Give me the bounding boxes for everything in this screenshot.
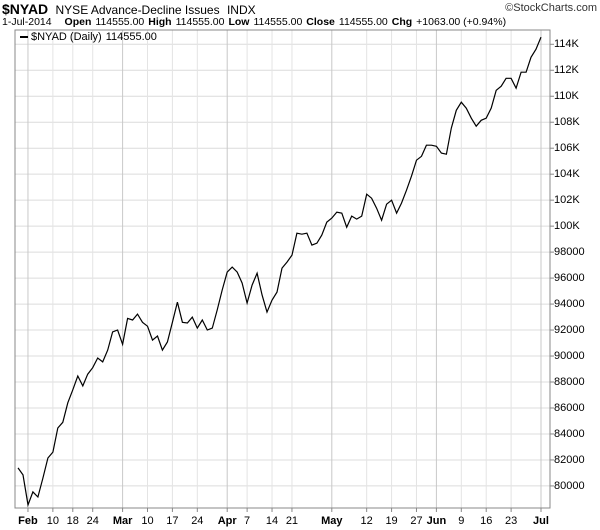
y-tick-label: 106K <box>554 142 580 154</box>
quote-value: 114555.00 <box>253 16 303 28</box>
y-tick-label: 110K <box>554 90 580 102</box>
quote-value: +1063.00 (+0.94%) <box>416 16 507 28</box>
x-tick-label: 7 <box>244 515 250 527</box>
x-tick-label: 16 <box>480 515 492 527</box>
legend-value: 114555.00 <box>106 31 157 43</box>
y-tick-label: 96000 <box>554 272 585 284</box>
y-tick-label: 80000 <box>554 480 585 492</box>
exchange: INDX <box>226 3 256 17</box>
y-tick-label: 108K <box>554 116 580 128</box>
quote-line: 1-Jul-2014 Open 114555.00 High 114555.00 Low… <box>2 16 510 28</box>
quote-label: Close <box>306 16 335 28</box>
x-tick-label: 12 <box>361 515 373 527</box>
y-tick-label: 90000 <box>554 350 585 362</box>
x-tick-label: 24 <box>87 515 99 527</box>
quote-label: Low <box>228 16 250 28</box>
x-tick-label: 24 <box>191 515 203 527</box>
x-tick-label: 23 <box>505 515 517 527</box>
quote-label: High <box>148 16 172 28</box>
x-tick-label: Apr <box>218 515 238 527</box>
price-line <box>17 36 542 508</box>
y-tick-label: 100K <box>554 220 580 232</box>
quote-value: 114555.00 <box>95 16 145 28</box>
x-tick-label: 10 <box>47 515 59 527</box>
quote-label: Open <box>64 16 92 28</box>
y-tick-label: 112K <box>554 64 580 76</box>
source: ©StockCharts.com <box>505 2 597 14</box>
date: 1-Jul-2014 <box>2 16 52 28</box>
y-tick-label: 98000 <box>554 246 585 258</box>
x-tick-label: 27 <box>410 515 422 527</box>
plot-border <box>14 29 551 509</box>
x-tick-label: Jun <box>427 515 447 527</box>
x-tick-label: 21 <box>286 515 298 527</box>
x-tick-label: May <box>321 515 343 527</box>
legend-label: $NYAD (Daily) <box>31 31 102 43</box>
y-tick-label: 88000 <box>554 376 585 388</box>
y-tick-label: 86000 <box>554 402 585 414</box>
quote-label: Chg <box>391 16 413 28</box>
x-tick-label: 17 <box>166 515 178 527</box>
y-tick-label: 82000 <box>554 454 585 466</box>
x-tick-label: 9 <box>458 515 464 527</box>
y-tick-label: 102K <box>554 194 580 206</box>
y-tick-label: 94000 <box>554 298 585 310</box>
x-tick-label: Jul <box>533 515 549 527</box>
x-tick-label: Mar <box>113 515 133 527</box>
header-line: $NYAD NYSE Advance-Decline Issues INDX <box>2 1 260 17</box>
x-tick-label: 19 <box>385 515 397 527</box>
plot-area <box>15 30 550 508</box>
symbol: $NYAD <box>2 1 49 17</box>
y-tick-label: 114K <box>554 38 580 50</box>
y-tick-label: 92000 <box>554 324 585 336</box>
quote-value: 114555.00 <box>175 16 225 28</box>
x-tick-label: 14 <box>266 515 278 527</box>
subtitle: NYSE Advance-Decline Issues <box>55 3 220 17</box>
x-tick-label: 10 <box>141 515 153 527</box>
y-tick-label: 104K <box>554 168 580 180</box>
quote-value: 114555.00 <box>338 16 388 28</box>
x-tick-label: 18 <box>67 515 79 527</box>
y-tick-label: 84000 <box>554 428 585 440</box>
x-tick-label: Feb <box>18 515 38 527</box>
